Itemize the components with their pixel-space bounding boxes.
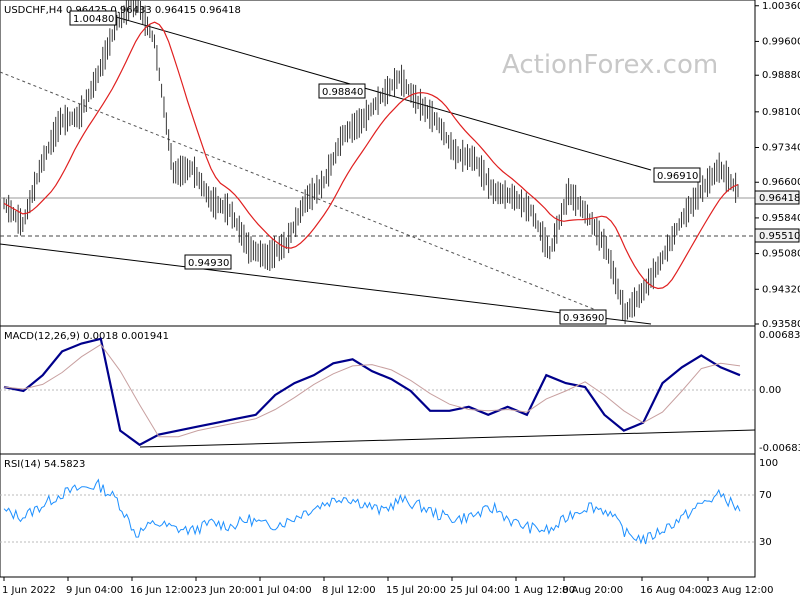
time-tick-label: 23 Aug 12:00 — [706, 585, 773, 596]
svg-text:30: 30 — [759, 537, 772, 548]
price-tick-label: 0.95080 — [762, 249, 800, 260]
price-tick-label: 0.98100 — [762, 107, 800, 118]
annotation-high-2: 0.98840 — [318, 83, 366, 99]
price-tick-label: 0.96600 — [762, 177, 800, 188]
svg-text:1.00480: 1.00480 — [73, 14, 114, 25]
moving-average-series — [3, 21, 739, 290]
time-tick-label: 1 Jun 2022 — [2, 585, 56, 596]
time-tick-label: 8 Jul 12:00 — [322, 585, 376, 596]
price-axis: 1.00360 0.99600 0.98880 0.98100 0.97340 0.966… — [755, 1, 800, 330]
price-tick-label: 0.95840 — [762, 213, 800, 224]
dotted-trendline — [0, 71, 602, 313]
price-series — [3, 0, 739, 325]
lower-trendline — [0, 243, 652, 325]
time-tick-label: 16 Aug 04:00 — [640, 585, 707, 596]
upper-trendline — [115, 16, 652, 171]
svg-text:0.96910: 0.96910 — [657, 171, 698, 182]
svg-text:0.00: 0.00 — [759, 385, 781, 396]
watermark: ActionForex.com — [502, 50, 718, 80]
macd-title: MACD(12,26,9) 0.0018 0.001941 — [4, 331, 169, 342]
rsi-line — [3, 478, 741, 545]
support-price-label: 0.95510 — [754, 228, 800, 243]
time-tick-label: 1 Jul 04:00 — [258, 585, 312, 596]
price-tick-label: 0.98880 — [762, 70, 800, 81]
svg-text:100: 100 — [759, 458, 778, 469]
rsi-series — [3, 478, 741, 545]
macd-axis: 0.006832 0.00 -0.00683 — [759, 330, 800, 454]
annotation-low-1: 0.94930 — [184, 254, 232, 270]
signal-line — [3, 343, 741, 438]
rsi-title: RSI(14) 54.5823 — [4, 459, 85, 470]
time-tick-label: 15 Jul 20:00 — [386, 585, 446, 596]
time-tick-label: 9 Jun 04:00 — [66, 585, 123, 596]
time-tick-label: 8 Aug 20:00 — [562, 585, 623, 596]
current-price-label: 0.96418 — [754, 190, 800, 205]
price-tick-label: 0.94320 — [762, 284, 800, 295]
price-tick-label: 0.99600 — [762, 36, 800, 47]
price-tick-label: 0.97340 — [762, 143, 800, 154]
svg-text:0.94930: 0.94930 — [188, 258, 229, 269]
time-tick-label: 25 Jul 04:00 — [450, 585, 510, 596]
annotation-low-2: 0.93690 — [559, 309, 607, 325]
rsi-pane — [0, 453, 756, 578]
svg-text:0.96418: 0.96418 — [759, 193, 800, 204]
rsi-axis: 100 70 30 — [759, 458, 778, 548]
svg-text:-0.00683: -0.00683 — [759, 443, 800, 454]
annotation-high-3: 0.96910 — [653, 167, 701, 183]
price-tick-label: 1.00360 — [762, 1, 800, 12]
time-axis: 1 Jun 2022 9 Jun 04:00 16 Jun 12:00 23 Jun … — [2, 577, 773, 596]
annotation-high-1: 1.00480 — [69, 10, 117, 26]
price-title: USDCHF,H4 0.96425 0.96433 0.96415 0.9641… — [4, 5, 241, 16]
macd-line — [3, 337, 741, 447]
macd-series — [3, 337, 741, 447]
time-tick-label: 16 Jun 12:00 — [130, 585, 194, 596]
moving-average-line — [3, 21, 739, 290]
svg-text:0.95510: 0.95510 — [759, 231, 800, 242]
time-tick-label: 1 Aug 12:00 — [514, 585, 575, 596]
time-tick-label: 23 Jun 20:00 — [194, 585, 258, 596]
price-tick-label: 0.93580 — [762, 319, 800, 330]
svg-text:0.93690: 0.93690 — [563, 313, 604, 324]
macd-trendline — [139, 429, 756, 448]
svg-text:70: 70 — [759, 490, 772, 501]
svg-text:0.98840: 0.98840 — [322, 87, 363, 98]
svg-text:0.006832: 0.006832 — [759, 330, 800, 341]
